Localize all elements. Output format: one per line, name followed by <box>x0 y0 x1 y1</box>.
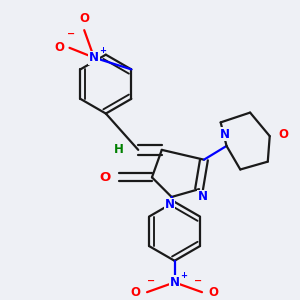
Text: O: O <box>99 171 110 184</box>
Text: −: − <box>68 29 76 39</box>
Text: O: O <box>130 286 140 299</box>
Text: +: + <box>99 46 106 55</box>
Text: N: N <box>169 276 179 289</box>
Text: H: H <box>114 143 124 156</box>
Text: N: N <box>198 190 208 203</box>
Text: O: O <box>55 41 65 54</box>
Text: N: N <box>89 51 99 64</box>
Text: O: O <box>278 128 289 141</box>
Text: −: − <box>194 275 202 285</box>
Text: N: N <box>165 198 175 211</box>
Text: O: O <box>209 286 219 299</box>
Text: O: O <box>79 12 89 25</box>
Text: N: N <box>220 128 230 141</box>
Text: +: + <box>180 271 187 280</box>
Text: −: − <box>147 275 155 285</box>
